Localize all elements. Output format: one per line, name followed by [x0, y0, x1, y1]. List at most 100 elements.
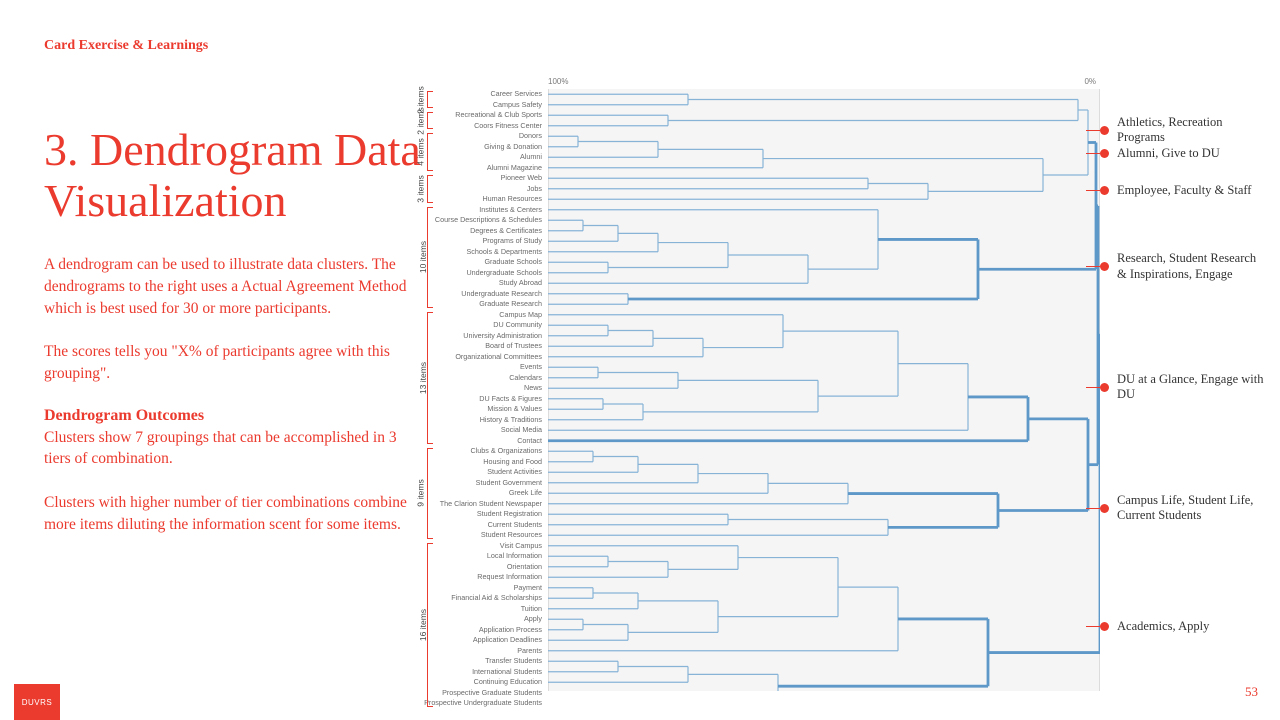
bracket-label: 13 items	[418, 362, 428, 394]
dendrogram-chart: 100% 0% Career ServicesCampus SafetyRecr…	[440, 77, 1100, 694]
para-4: Clusters with higher number of tier comb…	[44, 492, 424, 535]
item-label: International Students	[472, 667, 542, 678]
callout-labels: Athletics, Recreation ProgramsAlumni, Gi…	[1100, 77, 1265, 694]
item-label: Alumni Magazine	[487, 163, 542, 174]
item-label: Prospective Graduate Students	[442, 688, 542, 699]
item-label: Orientation	[507, 562, 542, 573]
callout: Employee, Faculty & Staff	[1100, 183, 1251, 199]
bracket-label: 3 items	[416, 175, 426, 202]
item-label: Campus Map	[499, 310, 542, 321]
item-label: Coors Fitness Center	[474, 121, 542, 132]
item-label: Student Activities	[487, 467, 542, 478]
item-label: Institutes & Centers	[479, 205, 542, 216]
item-label: Organizational Committees	[455, 352, 542, 363]
callout-dot-icon	[1100, 186, 1109, 195]
item-label: Application Deadlines	[473, 635, 542, 646]
callout-text: Employee, Faculty & Staff	[1117, 183, 1251, 199]
bracket	[427, 175, 433, 203]
callout-dot-icon	[1100, 622, 1109, 631]
item-label: Alumni	[520, 152, 542, 163]
page-title: 3. Dendrogram Data Visualization	[44, 125, 424, 226]
item-label: Social Media	[501, 425, 542, 436]
item-label: News	[524, 383, 542, 394]
bracket	[427, 112, 433, 129]
para-3: Clusters show 7 groupings that can be ac…	[44, 427, 424, 470]
item-label: Giving & Donation	[484, 142, 542, 153]
callout: Research, Student Research & Inspiration…	[1100, 251, 1265, 282]
callout: DU at a Glance, Engage with DU	[1100, 372, 1265, 403]
item-label: Graduate Schools	[484, 257, 542, 268]
bracket-label: 2 items	[416, 107, 426, 134]
item-label: Undergraduate Schools	[466, 268, 542, 279]
item-label: University Administration	[463, 331, 542, 342]
item-labels: Career ServicesCampus SafetyRecreational…	[440, 89, 546, 691]
callout-dot-icon	[1100, 262, 1109, 271]
item-label: Financial Aid & Scholarships	[451, 593, 542, 604]
item-label: Calendars	[509, 373, 542, 384]
item-label: Student Government	[476, 478, 542, 489]
item-label: Events	[520, 362, 542, 373]
bracket-label: 16 items	[418, 608, 428, 640]
item-label: Graduate Research	[479, 299, 542, 310]
para-2: The scores tells you "X% of participants…	[44, 341, 424, 384]
callout-text: DU at a Glance, Engage with DU	[1117, 372, 1265, 403]
bracket	[427, 133, 433, 171]
subheading: Dendrogram Outcomes	[44, 407, 424, 425]
item-label: Schools & Departments	[466, 247, 542, 258]
callout: Athletics, Recreation Programs	[1100, 115, 1265, 146]
para-1: A dendrogram can be used to illustrate d…	[44, 254, 424, 319]
callout: Alumni, Give to DU	[1100, 146, 1220, 162]
item-label: Continuing Education	[474, 677, 542, 688]
item-label: Visit Campus	[500, 541, 542, 552]
scale-left: 100%	[548, 77, 568, 86]
item-label: DU Facts & Figures	[479, 394, 542, 405]
item-label: Contact	[517, 436, 542, 447]
item-label: Campus Safety	[493, 100, 542, 111]
item-label: Request Information	[477, 572, 542, 583]
item-label: Human Resources	[482, 194, 542, 205]
group-brackets: 2 items2 items4 items3 items10 items13 i…	[427, 89, 438, 691]
dendrogram-svg	[548, 89, 1100, 691]
item-label: History & Traditions	[480, 415, 542, 426]
callout-dot-icon	[1100, 504, 1109, 513]
item-label: Apply	[524, 614, 542, 625]
item-label: Degrees & Certificates	[470, 226, 542, 237]
item-label: Recreational & Club Sports	[455, 110, 542, 121]
bracket	[427, 91, 433, 108]
callout-text: Research, Student Research & Inspiration…	[1117, 251, 1265, 282]
callout-text: Athletics, Recreation Programs	[1117, 115, 1265, 146]
item-label: Parents	[517, 646, 542, 657]
item-label: Donors	[519, 131, 542, 142]
bracket-label: 9 items	[416, 480, 426, 507]
item-label: Pioneer Web	[501, 173, 542, 184]
item-label: Mission & Values	[487, 404, 542, 415]
callout: Academics, Apply	[1100, 619, 1209, 635]
item-label: Student Resources	[481, 530, 542, 541]
item-label: Student Registration	[477, 509, 542, 520]
item-label: Current Students	[488, 520, 542, 531]
left-column: 3. Dendrogram Data Visualization A dendr…	[44, 125, 424, 557]
dendrogram-svg-wrap	[548, 89, 1100, 691]
scale-axis: 100% 0%	[548, 77, 1100, 86]
logo: DUVRS	[14, 684, 60, 720]
item-label: Clubs & Organizations	[470, 446, 542, 457]
callout-dot-icon	[1100, 149, 1109, 158]
item-label: Programs of Study	[482, 236, 542, 247]
callout-text: Campus Life, Student Life, Current Stude…	[1117, 493, 1265, 524]
callout-text: Alumni, Give to DU	[1117, 146, 1220, 162]
item-label: Tuition	[521, 604, 542, 615]
section-header: Card Exercise & Learnings	[44, 38, 208, 54]
item-label: Career Services	[490, 89, 542, 100]
item-label: Application Process	[479, 625, 542, 636]
item-label: Local Information	[487, 551, 542, 562]
item-label: Greek Life	[509, 488, 542, 499]
item-label: Transfer Students	[485, 656, 542, 667]
callout: Campus Life, Student Life, Current Stude…	[1100, 493, 1265, 524]
item-label: Board of Trustees	[485, 341, 542, 352]
callout-dot-icon	[1100, 383, 1109, 392]
item-label: Study Abroad	[499, 278, 542, 289]
item-label: Jobs	[527, 184, 542, 195]
callout-dot-icon	[1100, 126, 1109, 135]
page-number: 53	[1245, 684, 1258, 700]
scale-right: 0%	[1084, 77, 1096, 86]
